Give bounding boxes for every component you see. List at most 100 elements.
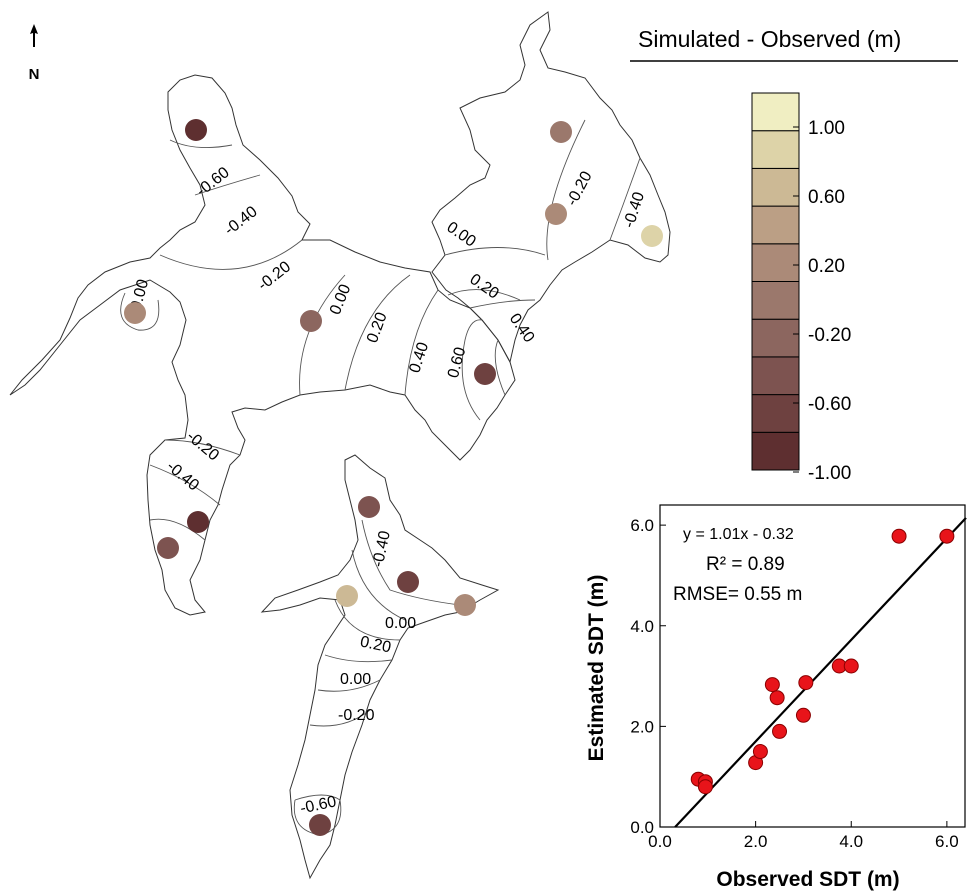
contour-line <box>194 174 261 196</box>
legend-swatch <box>751 394 800 433</box>
scatter-chart: 0.0 2.0 4.0 6.0 0.0 2.0 4.0 6.0 y = 1.01x - 0.… <box>585 504 967 891</box>
contour-line <box>293 794 342 836</box>
contour-line <box>344 274 411 391</box>
data-point <box>939 528 955 544</box>
contour-lines <box>120 119 641 836</box>
legend-swatch <box>751 205 800 245</box>
legend: Simulated - Observed (m) 1.00 0.60 0.20 -0.… <box>630 26 958 484</box>
contour-label: 0.40 <box>406 340 432 375</box>
contour-line <box>120 292 160 331</box>
contour-label: 0.20 <box>359 633 393 656</box>
chart-axes <box>659 504 966 828</box>
x-tick-label: 0.0 <box>648 832 672 851</box>
y-tick-label: 2.0 <box>630 717 654 736</box>
data-point <box>891 528 907 544</box>
legend-swatch <box>751 281 800 320</box>
contour-line <box>494 339 506 396</box>
legend-tick-label: 0.20 <box>808 256 845 277</box>
contour-line <box>469 299 536 309</box>
legend-swatch <box>751 243 800 283</box>
contour-label: -0.40 <box>163 458 202 495</box>
legend-colorbar <box>751 92 800 471</box>
y-tick-label: 0.0 <box>630 818 654 837</box>
station-dot <box>550 121 572 143</box>
contour-label: 0.00 <box>327 282 354 317</box>
contour-line <box>149 464 221 506</box>
contour-line <box>361 519 461 606</box>
station-dot <box>474 363 496 385</box>
rmse-annotation: RMSE= 0.55 m <box>673 584 802 605</box>
north-arrow-icon <box>30 24 38 47</box>
contour-line <box>447 289 521 301</box>
station-dot <box>124 302 146 324</box>
contour-label: -0.40 <box>222 203 261 239</box>
y-tick-label: 4.0 <box>630 617 654 636</box>
contour-line <box>334 599 401 641</box>
contour-label: -0.40 <box>621 190 648 230</box>
x-tick-label: 6.0 <box>935 832 959 851</box>
data-point <box>764 677 780 693</box>
contour-label: 0.60 <box>445 345 470 380</box>
contour-label: -0.20 <box>338 707 375 724</box>
legend-tick-label: 1.00 <box>808 118 845 139</box>
legend-swatch <box>751 318 800 358</box>
equation-annotation: y = 1.01x - 0.32 <box>683 526 794 543</box>
station-dot <box>300 310 322 332</box>
station-dot <box>545 203 567 225</box>
contour-label: 0.00 <box>443 219 478 251</box>
station-dot <box>185 119 207 141</box>
legend-tick-label: -0.60 <box>808 394 851 415</box>
contour-label: 0.20 <box>466 271 501 303</box>
north-arrow: N <box>29 24 40 83</box>
contour-line <box>159 239 303 270</box>
chart-points <box>690 528 955 795</box>
legend-title: Simulated - Observed (m) <box>638 26 901 52</box>
plot-frame <box>659 504 966 828</box>
data-point <box>752 744 768 760</box>
contour-label: -0.20 <box>183 428 222 465</box>
data-point <box>769 690 785 706</box>
contour-label: -0.40 <box>370 529 394 568</box>
data-point <box>795 707 811 723</box>
contour-label: 0.20 <box>364 310 391 345</box>
x-tick-label: 2.0 <box>744 832 768 851</box>
station-dot <box>187 511 209 533</box>
contour-label: -0.20 <box>564 169 596 209</box>
station-dot <box>157 537 179 559</box>
contour-line <box>317 679 381 692</box>
chart-background <box>660 505 966 827</box>
station-dot <box>358 496 380 518</box>
y-tick-label: 6.0 <box>630 516 654 535</box>
x-axis-title: Observed SDT (m) <box>716 868 899 891</box>
r2-annotation: R² = 0.89 <box>706 554 785 575</box>
contour-line <box>309 709 371 727</box>
legend-swatch <box>751 431 800 471</box>
contour-line <box>299 274 346 396</box>
legend-swatch <box>751 167 800 207</box>
station-dot <box>397 571 419 593</box>
x-tick-labels: 0.0 2.0 4.0 6.0 <box>648 832 959 851</box>
lake-outline-west <box>9 74 516 616</box>
contour-line <box>164 439 241 456</box>
legend-ticks: 1.00 0.60 0.20 -0.20 -0.60 -1.00 <box>793 118 851 484</box>
contour-label: 0.40 <box>506 311 538 346</box>
legend-tick-label: 0.60 <box>808 187 845 208</box>
data-point <box>798 675 814 691</box>
contour-label: 0.00 <box>340 671 371 688</box>
contour-line <box>404 289 439 396</box>
legend-tick-label: -0.20 <box>808 325 851 346</box>
x-tick-label: 4.0 <box>839 832 863 851</box>
contour-line <box>609 157 641 241</box>
contour-line <box>169 139 233 149</box>
legend-swatch <box>751 130 800 169</box>
data-point <box>843 658 859 674</box>
lake-map <box>9 11 671 880</box>
north-arrow-label: N <box>29 66 40 83</box>
contour-line <box>324 654 393 663</box>
contour-line <box>546 119 586 261</box>
station-dot <box>641 225 663 247</box>
contour-label: -0.60 <box>194 164 233 200</box>
data-point <box>772 723 788 739</box>
contour-line <box>461 319 483 421</box>
